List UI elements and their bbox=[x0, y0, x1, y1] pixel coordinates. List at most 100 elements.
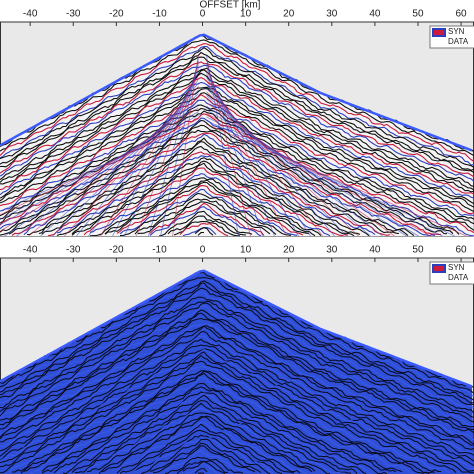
x-tick-label: -20 bbox=[109, 245, 124, 256]
trace bbox=[137, 201, 271, 235]
x-tick-label: -30 bbox=[66, 245, 81, 256]
trace bbox=[64, 86, 199, 237]
trace bbox=[134, 198, 277, 235]
trace bbox=[20, 370, 436, 474]
x-tick-label: -20 bbox=[109, 9, 124, 20]
trace bbox=[206, 109, 419, 237]
trace bbox=[76, 82, 199, 237]
x-tick-label: -10 bbox=[152, 9, 167, 20]
trace bbox=[0, 67, 474, 187]
legend-label: SYN bbox=[448, 27, 465, 36]
trace bbox=[206, 123, 467, 237]
trace bbox=[116, 421, 307, 474]
trace bbox=[0, 43, 474, 162]
trace bbox=[0, 124, 454, 236]
first-arrival bbox=[0, 269, 473, 388]
legend-swatch bbox=[432, 28, 446, 37]
x-tick-label: -40 bbox=[23, 245, 38, 256]
trace bbox=[0, 76, 474, 195]
x-tick-label: 60 bbox=[456, 9, 468, 20]
trace bbox=[149, 202, 265, 236]
trace bbox=[0, 317, 474, 434]
trace bbox=[101, 416, 313, 473]
trace bbox=[185, 462, 219, 474]
trace bbox=[0, 302, 474, 423]
trace bbox=[0, 344, 474, 462]
trace bbox=[0, 354, 474, 474]
trace bbox=[206, 98, 383, 237]
trace bbox=[164, 456, 244, 474]
x-tick-label: 30 bbox=[326, 245, 338, 256]
trace bbox=[11, 132, 441, 236]
trace bbox=[74, 402, 352, 474]
trace bbox=[0, 360, 457, 474]
x-tick-label: 20 bbox=[283, 9, 295, 20]
legend-label: DATA bbox=[448, 273, 469, 282]
trace bbox=[83, 167, 349, 237]
trace bbox=[41, 145, 400, 235]
trace bbox=[0, 312, 474, 431]
trace bbox=[41, 382, 403, 473]
trace bbox=[71, 162, 355, 237]
trace bbox=[29, 376, 415, 474]
trace bbox=[16, 100, 199, 237]
trace bbox=[119, 188, 298, 236]
trace bbox=[52, 89, 199, 237]
trace bbox=[0, 118, 199, 216]
trace bbox=[164, 449, 250, 473]
x-tick-label: 50 bbox=[412, 9, 424, 20]
x-tick-label: 0 bbox=[200, 9, 206, 20]
x-tick-label: 10 bbox=[240, 245, 252, 256]
x-tick-label: 50 bbox=[412, 245, 424, 256]
trace bbox=[0, 111, 199, 226]
legend-swatch bbox=[432, 264, 446, 273]
trace bbox=[0, 280, 474, 401]
wavefield bbox=[0, 34, 474, 237]
x-tick-label: 40 bbox=[369, 245, 381, 256]
trace bbox=[140, 438, 271, 474]
trace bbox=[160, 57, 199, 237]
trace bbox=[0, 114, 199, 220]
trace bbox=[8, 129, 448, 235]
trace bbox=[0, 47, 474, 168]
trace bbox=[28, 96, 199, 237]
x-tick-label: 20 bbox=[283, 245, 295, 256]
trace bbox=[8, 365, 451, 474]
x-tick-label: -10 bbox=[152, 245, 167, 256]
trace bbox=[0, 330, 474, 450]
trace bbox=[148, 61, 199, 237]
x-tick-label: 60 bbox=[456, 245, 468, 256]
x-tick-label: -40 bbox=[23, 9, 38, 20]
trace bbox=[149, 206, 262, 237]
trace bbox=[194, 227, 214, 236]
x-tick-label: 0 bbox=[200, 245, 206, 256]
trace bbox=[206, 113, 431, 237]
trace bbox=[86, 412, 331, 474]
trace bbox=[119, 429, 295, 474]
trace bbox=[0, 64, 474, 182]
trace bbox=[116, 185, 304, 236]
trace bbox=[0, 338, 474, 456]
trace bbox=[0, 309, 474, 428]
trace bbox=[89, 173, 331, 237]
trace bbox=[23, 133, 436, 237]
trace bbox=[104, 181, 310, 235]
trace bbox=[0, 348, 474, 467]
legend-label: DATA bbox=[448, 37, 469, 46]
trace bbox=[12, 370, 441, 473]
trace bbox=[0, 348, 474, 470]
x-tick-label: -30 bbox=[66, 9, 81, 20]
trace bbox=[149, 442, 262, 474]
trace bbox=[0, 351, 474, 472]
trace bbox=[206, 84, 335, 237]
trace bbox=[152, 445, 256, 474]
trace bbox=[62, 394, 367, 474]
trace bbox=[0, 276, 474, 394]
trace bbox=[206, 105, 407, 237]
trace bbox=[197, 231, 205, 236]
trace bbox=[56, 155, 376, 236]
trace bbox=[0, 88, 474, 208]
trace bbox=[53, 391, 388, 474]
